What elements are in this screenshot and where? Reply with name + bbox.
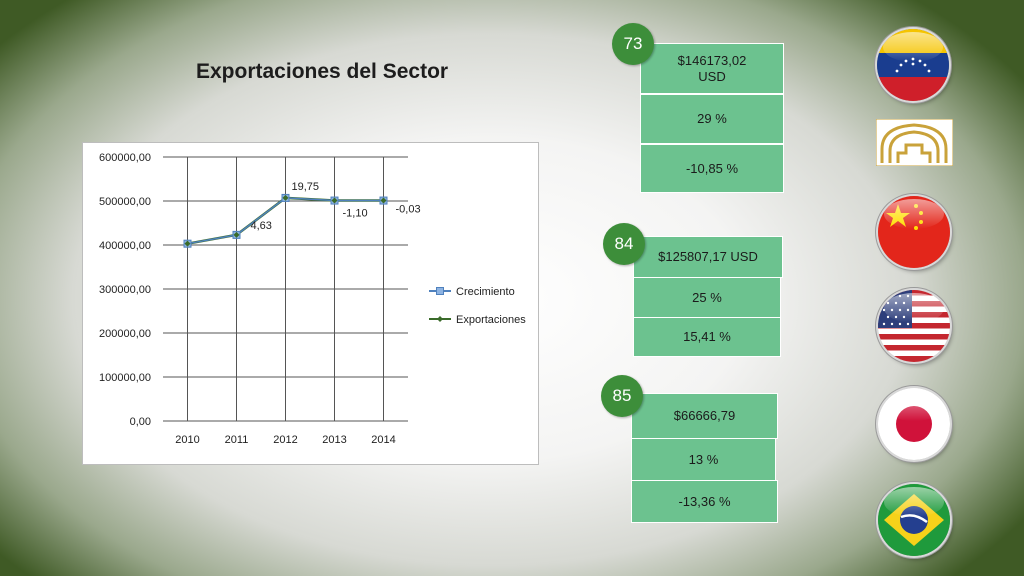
data-point-exportaciones (233, 231, 240, 238)
y-tick-label: 500000,00 (99, 196, 151, 208)
group2-rank-badge: 84 (603, 223, 645, 265)
data-label: -1,10 (343, 208, 368, 220)
group2-share-box: 25 % (633, 277, 781, 318)
data-label: 4,63 (251, 220, 272, 232)
y-tick-label: 300000,00 (99, 284, 151, 296)
group1-share-box: 29 % (640, 94, 784, 144)
group1-amount: $146173,02 USD (677, 52, 747, 84)
brazil-flag-icon (878, 484, 950, 556)
slide-title: Exportaciones del Sector (196, 60, 449, 83)
group3-share: 13 % (688, 451, 719, 467)
y-tick-label: 0,00 (130, 416, 151, 428)
data-point-exportaciones (282, 194, 289, 201)
usa-flag-icon (878, 290, 950, 362)
group1-rank-badge: 73 (612, 23, 654, 65)
group3-growth: -13,36 % (678, 493, 731, 509)
data-label: 19,75 (292, 181, 320, 193)
group3-rank-badge: 85 (601, 375, 643, 417)
andean-community-logo-icon (876, 119, 953, 166)
y-tick-label: 600000,00 (99, 152, 151, 164)
group2-growth: 15,41 % (683, 329, 731, 345)
x-tick-label: 2011 (225, 434, 249, 446)
legend-label: Crecimiento (456, 286, 515, 298)
data-point-exportaciones (380, 197, 387, 204)
japan-flag-icon (878, 388, 950, 460)
group2-amount-box: $125807,17 USD (633, 236, 783, 278)
y-tick-label: 400000,00 (99, 240, 151, 252)
group3-amount: $66666,79 (673, 408, 736, 424)
x-tick-label: 2010 (175, 434, 199, 446)
y-tick-label: 200000,00 (99, 328, 151, 340)
group1-growth: -10,85 % (685, 160, 739, 176)
legend-label: Exportaciones (456, 314, 526, 326)
group2-growth-box: 15,41 % (633, 317, 781, 357)
group3-share-box: 13 % (631, 438, 776, 481)
china-flag-icon (878, 196, 950, 268)
group2-amount: $125807,17 USD (658, 249, 758, 265)
group1-amount-box: $146173,02 USD (640, 43, 784, 94)
legend-marker (437, 316, 443, 322)
x-tick-label: 2012 (273, 434, 297, 446)
data-point-exportaciones (331, 197, 338, 204)
line-chart: 600000,00 500000,00 400000,00 300000,00 2000… (82, 142, 539, 465)
venezuela-flag-icon (877, 29, 949, 101)
group2-share: 25 % (692, 289, 722, 305)
legend-marker (436, 287, 444, 295)
x-tick-label: 2013 (322, 434, 346, 446)
data-point-exportaciones (184, 240, 191, 247)
group1-share: 29 % (697, 111, 727, 127)
group3-growth-box: -13,36 % (631, 480, 778, 523)
x-tick-label: 2014 (371, 434, 395, 446)
y-tick-label: 100000,00 (99, 372, 151, 384)
group1-growth-box: -10,85 % (640, 144, 784, 193)
data-label: -0,03 (396, 204, 421, 216)
group3-amount-box: $66666,79 (631, 393, 778, 439)
